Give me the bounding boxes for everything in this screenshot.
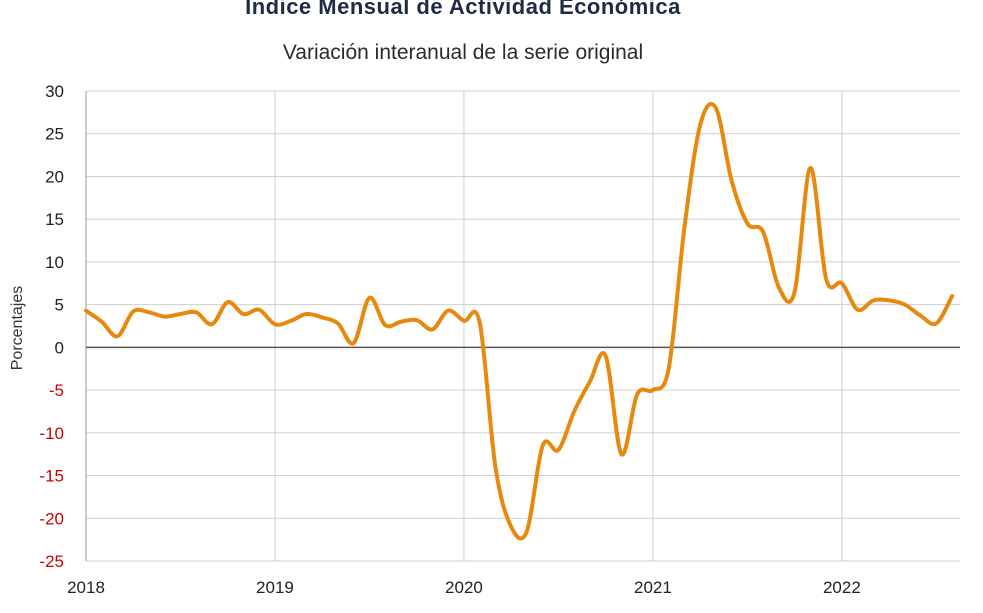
y-tick-label: 10 — [45, 253, 64, 272]
y-tick-label: 15 — [45, 210, 64, 229]
x-tick-label: 2018 — [67, 578, 105, 597]
gridlines — [85, 90, 960, 562]
y-tick-label: 25 — [45, 125, 64, 144]
y-tick-label: 20 — [45, 167, 64, 186]
x-tick-label: 2019 — [256, 578, 294, 597]
y-tick-label: -20 — [39, 509, 64, 528]
series-line — [84, 102, 955, 541]
y-tick-label: -5 — [49, 381, 64, 400]
y-tick-label: 30 — [45, 82, 64, 101]
x-tick-label: 2021 — [634, 578, 672, 597]
chart-title: Indice Mensual de Actividad Económica — [245, 0, 681, 19]
x-tick-labels: 2018 2019 2020 2021 2022 — [67, 578, 861, 597]
chart-subtitle: Variación interanual de la serie origina… — [282, 41, 644, 64]
y-tick-label: 5 — [55, 296, 64, 315]
y-tick-label: -25 — [39, 552, 64, 571]
y-tick-label: 0 — [55, 338, 64, 357]
x-tick-label: 2020 — [445, 578, 483, 597]
y-tick-labels: 30 25 20 15 10 5 0 -5 -10 -15 -20 -25 — [39, 82, 64, 571]
y-tick-label: -15 — [39, 467, 64, 486]
y-tick-label: -10 — [39, 424, 64, 443]
x-tick-label: 2022 — [823, 578, 861, 597]
series-layer — [84, 102, 955, 541]
